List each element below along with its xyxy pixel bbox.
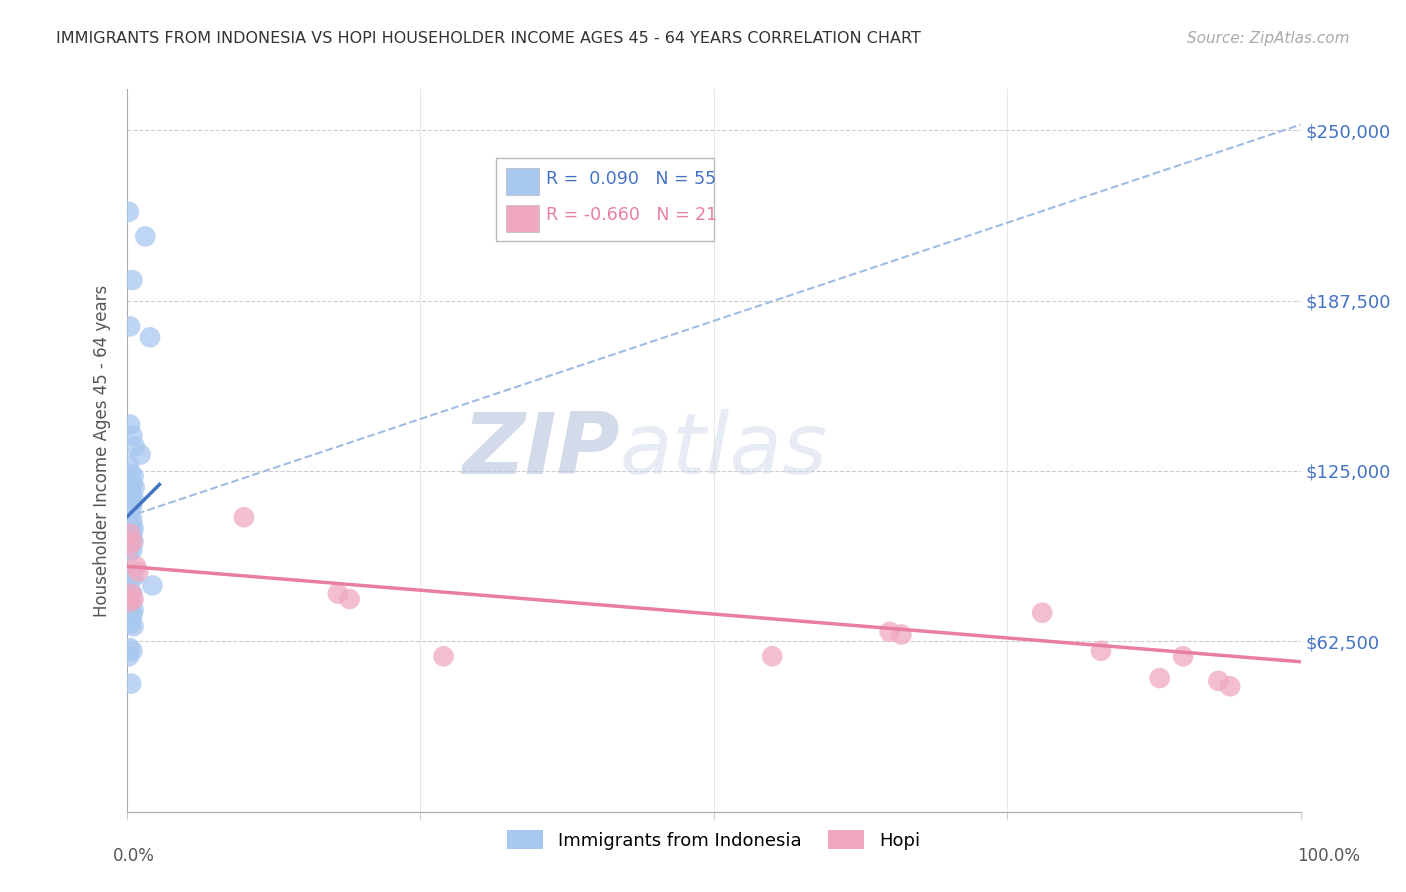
- Point: [118, 614, 141, 628]
- Legend: Immigrants from Indonesia, Hopi: Immigrants from Indonesia, Hopi: [501, 823, 927, 857]
- Point: [127, 565, 149, 579]
- Point: [124, 480, 146, 494]
- Point: [1171, 649, 1194, 664]
- Point: [339, 592, 361, 607]
- Text: IMMIGRANTS FROM INDONESIA VS HOPI HOUSEHOLDER INCOME AGES 45 - 64 YEARS CORRELAT: IMMIGRANTS FROM INDONESIA VS HOPI HOUSEH…: [56, 31, 921, 46]
- Point: [118, 516, 141, 530]
- Point: [121, 644, 143, 658]
- Point: [120, 485, 142, 500]
- Point: [121, 526, 143, 541]
- Point: [120, 567, 142, 582]
- Point: [120, 319, 142, 334]
- Point: [120, 502, 142, 516]
- Point: [120, 524, 142, 538]
- Point: [122, 469, 145, 483]
- Point: [879, 624, 901, 639]
- Point: [120, 595, 142, 609]
- Point: [1149, 671, 1171, 685]
- Point: [761, 649, 783, 664]
- Text: atlas: atlas: [620, 409, 828, 492]
- Point: [120, 616, 142, 631]
- Point: [122, 534, 145, 549]
- Y-axis label: Householder Income Ages 45 - 64 years: Householder Income Ages 45 - 64 years: [93, 285, 111, 616]
- Point: [118, 649, 141, 664]
- Point: [120, 641, 142, 656]
- Point: [121, 477, 143, 491]
- Point: [122, 491, 145, 505]
- Point: [121, 273, 143, 287]
- Point: [120, 541, 142, 555]
- Point: [120, 573, 142, 587]
- FancyBboxPatch shape: [506, 168, 538, 195]
- Point: [121, 428, 143, 442]
- Point: [122, 619, 145, 633]
- FancyBboxPatch shape: [496, 158, 713, 241]
- Point: [432, 649, 454, 664]
- Point: [120, 417, 142, 432]
- Point: [121, 608, 143, 623]
- Point: [118, 541, 141, 555]
- Point: [1090, 644, 1112, 658]
- Point: [121, 497, 143, 511]
- Point: [120, 467, 142, 481]
- Point: [121, 543, 143, 558]
- Point: [118, 488, 141, 502]
- Point: [124, 439, 146, 453]
- Point: [139, 330, 162, 344]
- Text: Source: ZipAtlas.com: Source: ZipAtlas.com: [1187, 31, 1350, 46]
- Point: [122, 521, 145, 535]
- Point: [118, 508, 141, 522]
- Point: [118, 592, 141, 607]
- Text: R =  0.090   N = 55: R = 0.090 N = 55: [546, 170, 716, 188]
- Point: [120, 606, 142, 620]
- FancyBboxPatch shape: [506, 205, 538, 232]
- Point: [118, 529, 141, 543]
- Point: [120, 494, 142, 508]
- Point: [326, 586, 349, 600]
- Point: [141, 578, 163, 592]
- Point: [233, 510, 256, 524]
- Point: [1031, 606, 1053, 620]
- Point: [120, 518, 142, 533]
- Point: [122, 603, 145, 617]
- Point: [120, 586, 142, 600]
- Point: [118, 500, 141, 514]
- Point: [121, 534, 143, 549]
- Point: [121, 586, 143, 600]
- Point: [134, 229, 156, 244]
- Point: [118, 458, 141, 473]
- Text: ZIP: ZIP: [463, 409, 620, 492]
- Point: [118, 546, 141, 560]
- Point: [120, 676, 142, 690]
- Point: [129, 448, 152, 462]
- Text: 100.0%: 100.0%: [1298, 847, 1360, 864]
- Point: [118, 205, 141, 219]
- Point: [118, 472, 141, 486]
- Point: [125, 559, 148, 574]
- Point: [120, 475, 142, 489]
- Point: [120, 526, 142, 541]
- Point: [122, 570, 145, 584]
- Point: [1208, 673, 1230, 688]
- Point: [890, 627, 912, 641]
- Point: [121, 513, 143, 527]
- Point: [1219, 679, 1241, 693]
- Point: [120, 598, 142, 612]
- Point: [120, 483, 142, 497]
- Text: R = -0.660   N = 21: R = -0.660 N = 21: [546, 206, 717, 224]
- Point: [122, 592, 145, 607]
- Point: [120, 510, 142, 524]
- Point: [120, 532, 142, 546]
- Text: 0.0%: 0.0%: [112, 847, 155, 864]
